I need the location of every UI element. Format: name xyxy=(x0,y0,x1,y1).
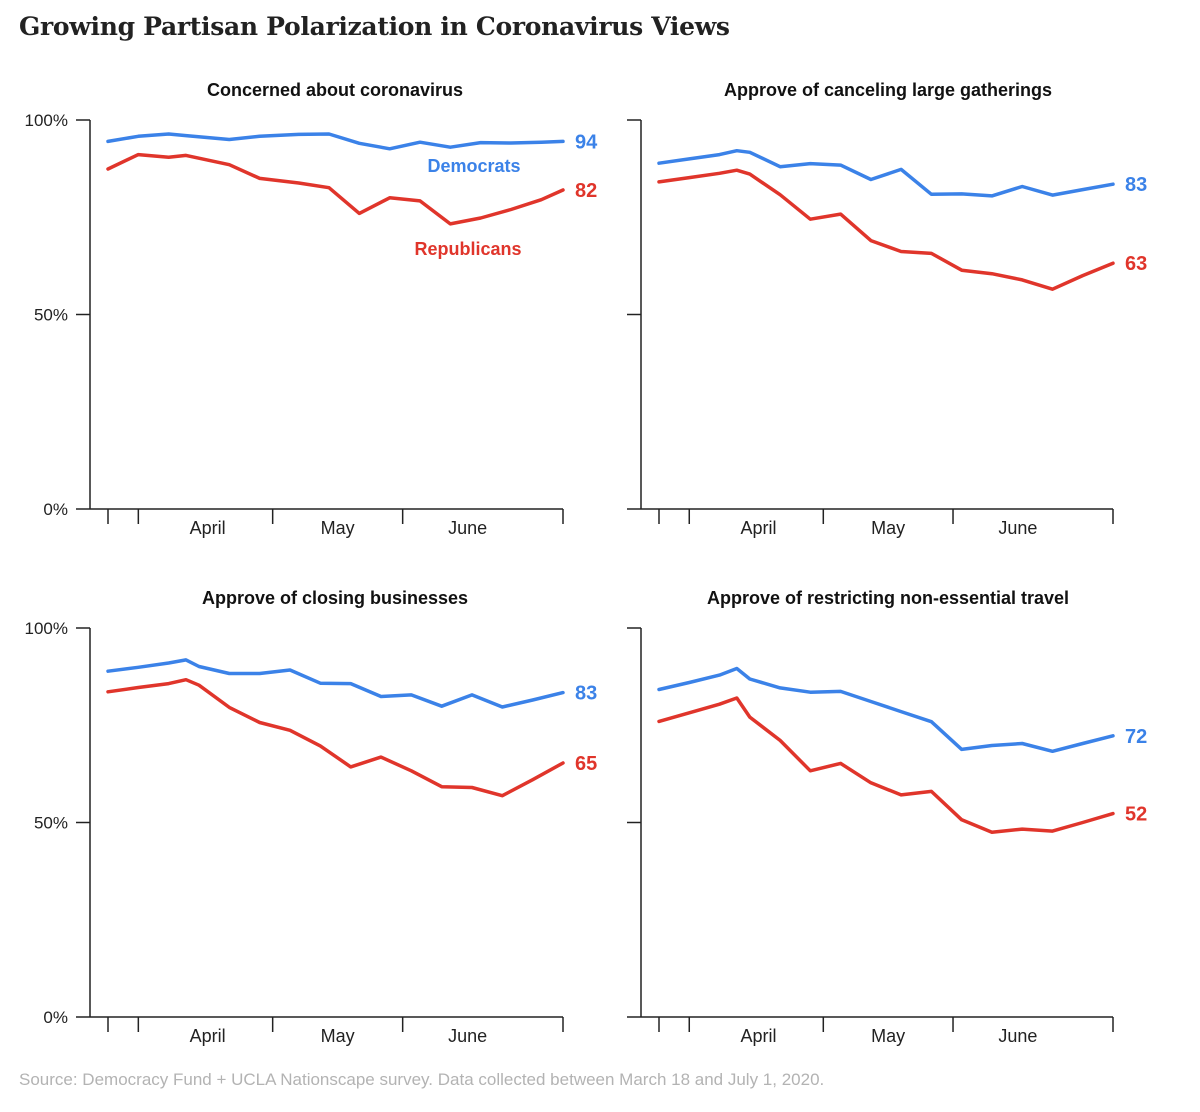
series-line-republicans xyxy=(657,696,1115,834)
x-tick-label: May xyxy=(321,518,355,538)
series-line-republicans xyxy=(106,152,565,226)
y-tick-label: 50% xyxy=(34,814,68,833)
x-tick-label: June xyxy=(448,1026,487,1046)
series-line-republicans xyxy=(106,677,565,798)
series-end-label-republicans: 63 xyxy=(1125,253,1147,275)
source-note: Source: Democracy Fund + UCLA Nationscap… xyxy=(19,1070,825,1089)
y-tick-label: 0% xyxy=(43,1008,68,1027)
chart-title: Concerned about coronavirus xyxy=(207,80,463,100)
series-end-label-democrats: 83 xyxy=(575,683,597,705)
x-tick-label: May xyxy=(871,518,905,538)
x-tick-label: April xyxy=(190,1026,226,1046)
series-label-democrats: Democrats xyxy=(427,156,520,176)
x-tick-label: June xyxy=(998,1026,1037,1046)
series-end-label-republicans: 82 xyxy=(575,180,597,202)
series-end-label-republicans: 52 xyxy=(1125,804,1147,826)
series-line-democrats xyxy=(106,132,565,151)
x-tick-label: May xyxy=(321,1026,355,1046)
y-tick-label: 50% xyxy=(34,306,68,325)
series-line-democrats xyxy=(106,658,565,709)
x-tick-label: May xyxy=(871,1026,905,1046)
series-end-label-democrats: 72 xyxy=(1125,726,1147,748)
chart-title: Approve of closing businesses xyxy=(202,588,468,608)
x-tick-label: April xyxy=(740,1026,776,1046)
series-end-label-democrats: 83 xyxy=(1125,174,1147,196)
x-tick-label: June xyxy=(998,518,1037,538)
series-end-label-democrats: 94 xyxy=(575,131,598,153)
page-title: Growing Partisan Polarization in Coronav… xyxy=(19,12,730,41)
x-tick-label: June xyxy=(448,518,487,538)
series-end-label-republicans: 65 xyxy=(575,753,597,775)
chart-title: Approve of canceling large gatherings xyxy=(724,80,1052,100)
y-tick-label: 100% xyxy=(25,619,68,638)
series-line-democrats xyxy=(657,666,1115,754)
y-tick-label: 100% xyxy=(25,111,68,130)
series-line-republicans xyxy=(657,168,1115,291)
x-tick-label: April xyxy=(190,518,226,538)
chart-title: Approve of restricting non-essential tra… xyxy=(707,588,1069,608)
y-tick-label: 0% xyxy=(43,500,68,519)
series-line-democrats xyxy=(657,148,1115,198)
x-tick-label: April xyxy=(740,518,776,538)
series-label-republicans: Republicans xyxy=(414,239,521,259)
